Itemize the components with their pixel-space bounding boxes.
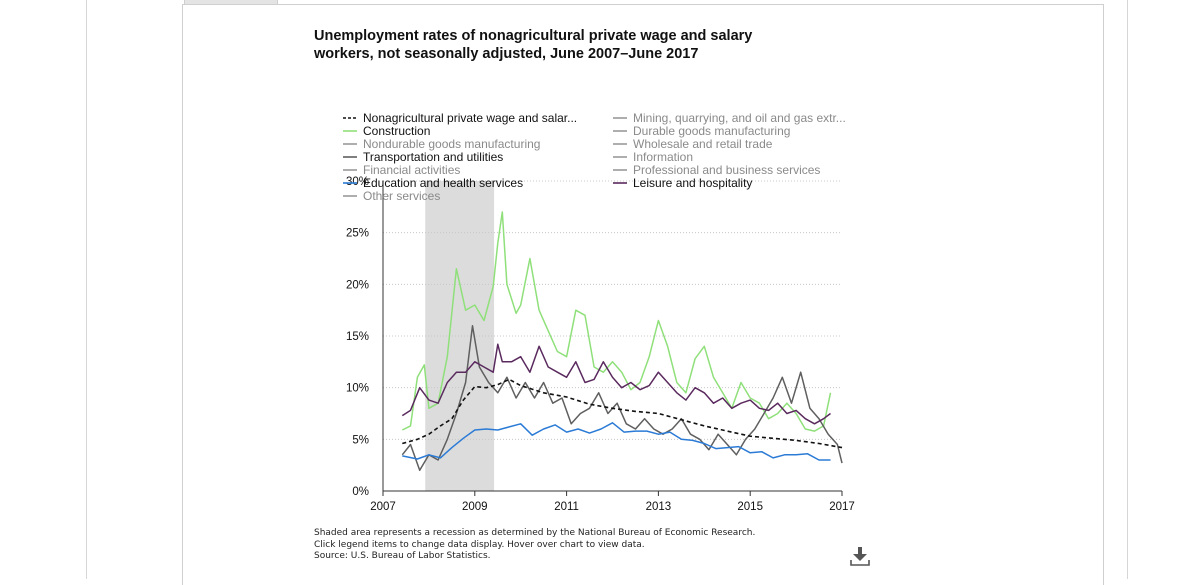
y-tick-label: 10% bbox=[346, 383, 369, 395]
legend-item[interactable]: Other services bbox=[363, 189, 440, 203]
legend-item[interactable]: Education and health services bbox=[363, 176, 523, 190]
y-tick-label: 25% bbox=[346, 228, 369, 240]
chart-panel bbox=[182, 4, 1104, 585]
legend-item[interactable]: Nondurable goods manufacturing bbox=[363, 137, 540, 151]
x-tick-label: 2017 bbox=[829, 501, 855, 513]
series-line-transportation-and-utilities[interactable] bbox=[401, 324, 843, 472]
y-tick-label: 20% bbox=[346, 279, 369, 291]
series-line-education-and-health-services[interactable] bbox=[402, 422, 831, 461]
line-chart[interactable]: 0% 5% 10% 15% 20% 25% 30% 2007 2009 2011 2013 2015 2… bbox=[0, 0, 1192, 570]
y-tick-label: 5% bbox=[352, 434, 369, 446]
page-frame bbox=[86, 0, 1128, 579]
chart-title: Unemployment rates of nonagricultural pr… bbox=[314, 28, 753, 62]
note-recession: Shaded area represents a recession as de… bbox=[314, 528, 756, 538]
legend-item[interactable]: Mining, quarrying, and oil and gas extr.… bbox=[633, 111, 846, 125]
x-tick-label: 2007 bbox=[370, 501, 396, 513]
series-line-construction[interactable] bbox=[401, 211, 832, 432]
x-tick-label: 2009 bbox=[462, 501, 488, 513]
legend-item[interactable]: Durable goods manufacturing bbox=[633, 124, 790, 138]
x-tick-label: 2013 bbox=[646, 501, 672, 513]
recession-shading bbox=[425, 181, 495, 491]
legend-item[interactable]: Financial activities bbox=[363, 163, 460, 177]
legend-item[interactable]: Nonagricultural private wage and salar..… bbox=[363, 111, 577, 125]
chart-notes: Shaded area represents a recession as de… bbox=[314, 528, 755, 563]
legend-item[interactable]: Wholesale and retail trade bbox=[633, 137, 773, 151]
note-instructions: Click legend items to change data displa… bbox=[314, 539, 645, 550]
legend-item[interactable]: Information bbox=[633, 150, 693, 164]
legend-item[interactable]: Construction bbox=[363, 124, 430, 138]
x-tick-label: 2015 bbox=[737, 501, 763, 513]
series-line-leisure-and-hospitality[interactable] bbox=[401, 343, 831, 425]
note-source: Source: U.S. Bureau of Labor Statistics. bbox=[314, 551, 491, 561]
y-tick-label: 15% bbox=[346, 331, 369, 343]
y-tick-label: 0% bbox=[352, 486, 369, 498]
legend-item[interactable]: Transportation and utilities bbox=[363, 150, 503, 164]
y-tick-label: 30% bbox=[346, 176, 369, 188]
tab-stub[interactable] bbox=[184, 0, 278, 5]
download-icon[interactable] bbox=[849, 545, 871, 567]
legend-item[interactable]: Professional and business services bbox=[633, 163, 820, 177]
x-tick-label: 2011 bbox=[554, 501, 579, 513]
legend-item[interactable]: Leisure and hospitality bbox=[633, 176, 752, 190]
series-line-nonagricultural-private-wage-and-salar[interactable] bbox=[402, 378, 843, 449]
